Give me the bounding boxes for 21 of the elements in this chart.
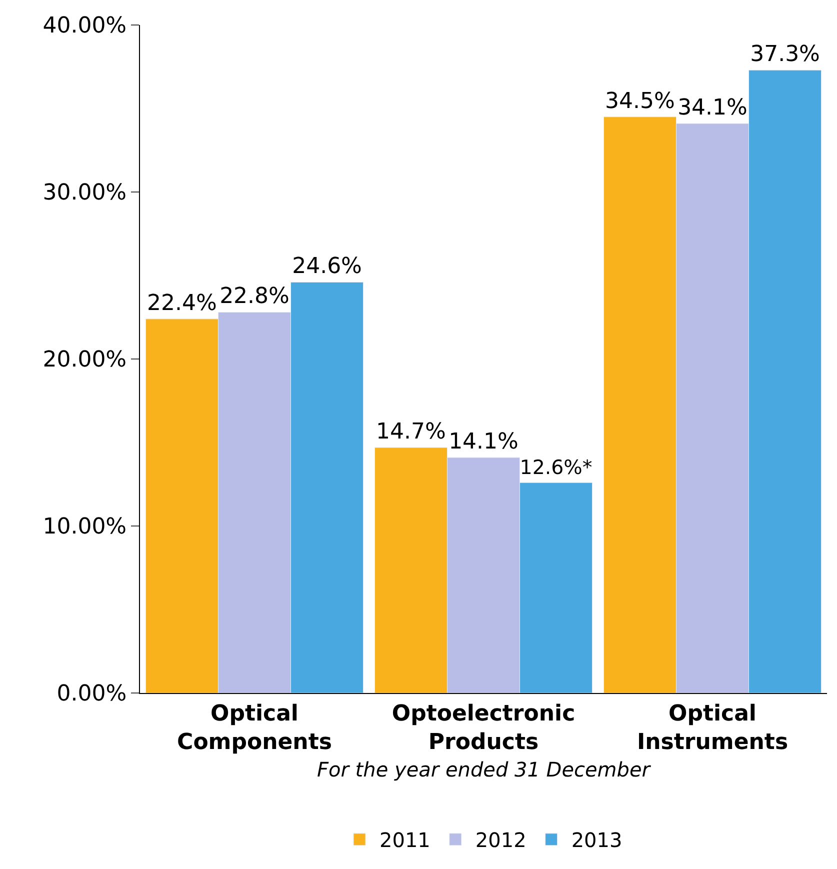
legend-label: 2012 (475, 828, 526, 852)
x-tick-label: Optical Instruments (636, 701, 788, 755)
data-label: 22.8% (220, 284, 290, 310)
data-label: 37.3% (750, 42, 820, 68)
data-label: 34.1% (678, 96, 748, 121)
data-label: 14.1% (448, 430, 518, 455)
data-label: 22.4% (147, 290, 217, 316)
y-tick-label: 30.00% (42, 180, 127, 206)
y-tick-label: 20.00% (42, 348, 127, 373)
y-tick-label: 40.00% (42, 14, 127, 39)
data-label: 12.6%* (520, 456, 592, 480)
legend-label: 2011 (380, 828, 430, 852)
x-axis-title: For the year ended 31 December (316, 758, 652, 782)
x-tick-label: Optoelectronic Products (392, 701, 576, 755)
legend-label: 2013 (571, 828, 622, 852)
data-label: 24.6% (292, 254, 362, 280)
y-tick-label: 0.00% (56, 682, 127, 707)
x-tick-label: Optical Components (177, 701, 332, 755)
y-tick-label: 10.00% (42, 514, 127, 540)
data-label: 34.5% (605, 88, 675, 114)
data-label: 14.7% (376, 420, 446, 445)
